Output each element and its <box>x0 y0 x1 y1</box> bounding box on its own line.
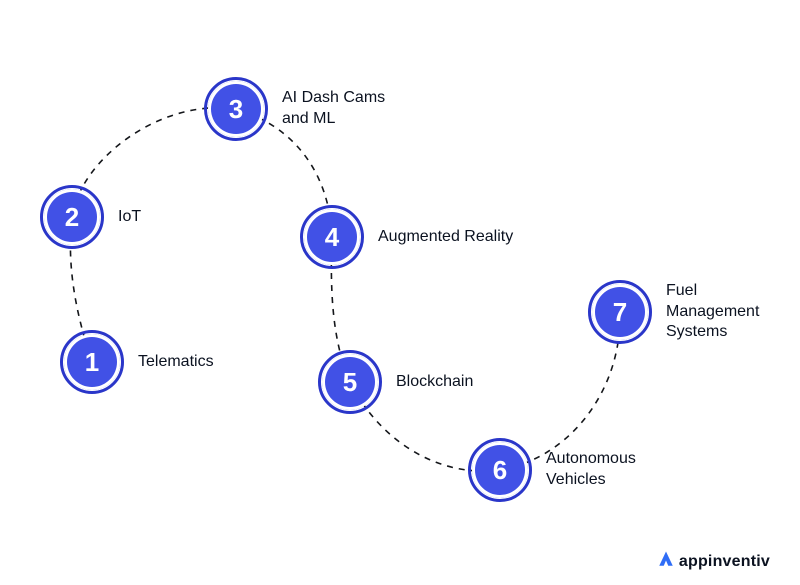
node-ring: 3 <box>204 77 268 141</box>
diagram-node: 2 IoT <box>40 185 141 249</box>
node-number: 5 <box>322 354 378 410</box>
node-label: Telematics <box>138 352 214 373</box>
brand-mark-icon <box>657 550 675 573</box>
diagram-node: 6 AutonomousVehicles <box>468 438 636 502</box>
node-label: IoT <box>118 207 141 228</box>
node-ring: 1 <box>60 330 124 394</box>
node-label: AI Dash Camsand ML <box>282 88 385 130</box>
node-label: FuelManagementSystems <box>666 281 759 343</box>
diagram-node: 1 Telematics <box>60 330 214 394</box>
node-number: 4 <box>304 209 360 265</box>
node-label: AutonomousVehicles <box>546 449 636 491</box>
node-number: 6 <box>472 442 528 498</box>
node-number: 2 <box>44 189 100 245</box>
node-label: Blockchain <box>396 372 473 393</box>
diagram-canvas: 1 Telematics 2 IoT 3 AI Dash Camsand ML 4 Augme… <box>0 0 800 585</box>
diagram-node: 4 Augmented Reality <box>300 205 513 269</box>
brand-text: appinventiv <box>679 553 770 571</box>
node-ring: 4 <box>300 205 364 269</box>
node-number: 7 <box>592 284 648 340</box>
node-ring: 6 <box>468 438 532 502</box>
diagram-node: 7 FuelManagementSystems <box>588 280 759 344</box>
node-number: 1 <box>64 334 120 390</box>
node-ring: 2 <box>40 185 104 249</box>
brand-logo: appinventiv <box>657 550 770 573</box>
diagram-node: 5 Blockchain <box>318 350 473 414</box>
node-ring: 7 <box>588 280 652 344</box>
diagram-node: 3 AI Dash Camsand ML <box>204 77 385 141</box>
node-label: Augmented Reality <box>378 227 513 248</box>
node-number: 3 <box>208 81 264 137</box>
node-ring: 5 <box>318 350 382 414</box>
